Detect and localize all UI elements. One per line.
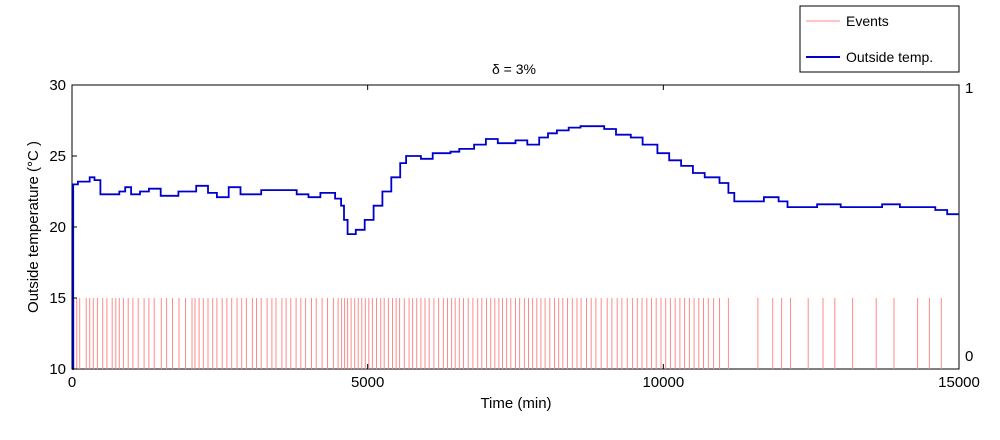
y-axis-ticks: 10 15 20 25 30: [49, 77, 77, 378]
x-tick-label: 15000: [938, 374, 980, 391]
legend-events-label: Events: [846, 13, 889, 29]
event-lines: [73, 298, 942, 369]
y-axis-label: Outside temperature (°C ): [25, 141, 42, 313]
x-tick-label: 10000: [642, 374, 684, 391]
x-tick-label: 0: [68, 374, 76, 391]
legend: Events Outside temp.: [799, 5, 960, 73]
legend-temp-label: Outside temp.: [846, 49, 933, 65]
y-tick-label: 25: [49, 148, 66, 165]
y2-axis-ticks: 01: [954, 80, 973, 370]
x-axis-ticks: 0 5000 10000 15000: [68, 85, 980, 391]
plot-area: [71, 84, 960, 370]
y-tick-label: 30: [49, 77, 66, 94]
y2-tick-label: 0: [965, 348, 973, 365]
y-tick-label: 20: [49, 219, 66, 236]
y2-tick-label: 1: [965, 80, 973, 97]
x-axis-label: Time (min): [480, 395, 551, 412]
x-tick-label: 5000: [351, 374, 384, 391]
outside-temp-line: [72, 125, 959, 370]
y-tick-label: 15: [49, 290, 66, 307]
legend-box: [799, 5, 960, 73]
chart-title: δ = 3%: [492, 61, 536, 77]
y-tick-label: 10: [49, 361, 66, 378]
